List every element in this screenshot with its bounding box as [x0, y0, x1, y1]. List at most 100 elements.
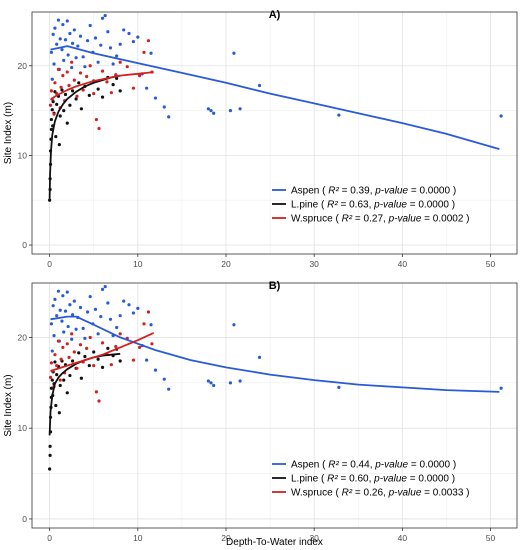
data-point — [106, 301, 110, 305]
data-point — [162, 377, 166, 381]
data-point — [146, 39, 150, 43]
data-point — [56, 67, 61, 71]
data-point — [65, 342, 69, 346]
data-point — [79, 376, 83, 380]
x-tick-label: 0 — [47, 533, 52, 543]
plot-frame — [31, 282, 518, 529]
data-point — [87, 93, 91, 97]
data-point — [76, 44, 80, 48]
y-tick-label: 0 — [22, 240, 27, 250]
data-point — [150, 342, 154, 346]
data-point — [85, 39, 90, 43]
data-point — [96, 87, 100, 91]
data-point — [70, 41, 75, 45]
data-point — [122, 299, 126, 303]
data-point — [56, 289, 61, 293]
data-point — [146, 310, 150, 314]
panel-title: B) — [269, 280, 281, 292]
data-point — [70, 337, 74, 341]
data-point — [65, 391, 69, 395]
data-point — [55, 102, 59, 106]
data-point — [162, 105, 166, 109]
data-point — [68, 31, 72, 36]
data-point — [78, 34, 83, 38]
data-point — [111, 83, 115, 87]
data-point — [49, 361, 54, 365]
data-point — [92, 363, 96, 368]
data-point — [52, 112, 56, 116]
data-point — [55, 373, 59, 377]
data-point — [122, 28, 126, 32]
data-point — [100, 16, 105, 20]
x-tick-label: 50 — [486, 259, 496, 269]
x-tick-label: 30 — [309, 259, 319, 269]
data-point — [81, 88, 85, 92]
data-point — [108, 317, 113, 321]
data-point — [57, 143, 61, 147]
data-point — [62, 58, 66, 63]
data-point — [118, 60, 122, 64]
data-point — [58, 308, 62, 312]
x-tick-label: 50 — [486, 533, 496, 543]
legend-entry: L.pine ( R² = 0.63, p-value = 0.0000 ) — [291, 200, 455, 211]
data-point — [109, 363, 113, 367]
data-point — [92, 91, 96, 96]
data-point — [149, 51, 153, 55]
data-point — [115, 76, 119, 80]
data-point — [50, 108, 54, 112]
data-point — [70, 65, 74, 70]
data-point — [50, 77, 54, 81]
x-tick-label: 20 — [221, 259, 231, 269]
data-point — [131, 86, 136, 90]
grid-lines — [32, 283, 517, 528]
data-point — [55, 42, 59, 46]
data-point — [75, 366, 79, 370]
fit-line — [50, 315, 500, 393]
data-point — [63, 92, 68, 97]
data-point — [85, 310, 90, 314]
data-point — [78, 71, 83, 75]
data-point — [62, 330, 66, 334]
data-point — [209, 381, 213, 385]
data-point — [114, 344, 118, 349]
data-point — [118, 359, 122, 363]
data-point — [74, 327, 78, 331]
data-point — [68, 103, 72, 107]
data-point — [68, 373, 72, 378]
data-point — [65, 70, 69, 74]
data-point — [48, 444, 52, 448]
x-tick-label: 40 — [398, 259, 408, 269]
data-point — [77, 351, 81, 355]
data-point — [137, 345, 142, 350]
data-point — [212, 383, 216, 388]
data-point — [93, 36, 98, 40]
data-point — [127, 31, 131, 36]
data-point — [83, 65, 87, 69]
data-point — [228, 381, 233, 385]
data-point — [58, 37, 62, 41]
data-point — [48, 453, 52, 458]
data-point — [142, 50, 146, 54]
data-point — [97, 126, 101, 131]
data-point — [63, 38, 68, 42]
data-point — [257, 355, 262, 360]
data-point — [53, 81, 57, 85]
data-point — [106, 30, 110, 34]
data-point — [49, 50, 54, 54]
data-point — [62, 108, 66, 113]
legend: Aspen ( R² = 0.39, p-value = 0.0000 ) L.p… — [272, 186, 470, 225]
data-point — [55, 314, 59, 318]
x-tick-label: 40 — [398, 533, 408, 543]
data-point — [238, 107, 242, 111]
data-point — [108, 46, 113, 50]
fit-line — [49, 71, 154, 101]
data-point — [48, 103, 53, 107]
data-point — [115, 325, 119, 330]
fit-line — [50, 45, 500, 150]
legend-entry: L.pine ( R² = 0.60, p-value = 0.0000 ) — [291, 474, 455, 485]
data-point — [96, 60, 100, 64]
data-point — [103, 13, 107, 18]
data-point — [96, 332, 100, 336]
data-point — [153, 368, 158, 372]
